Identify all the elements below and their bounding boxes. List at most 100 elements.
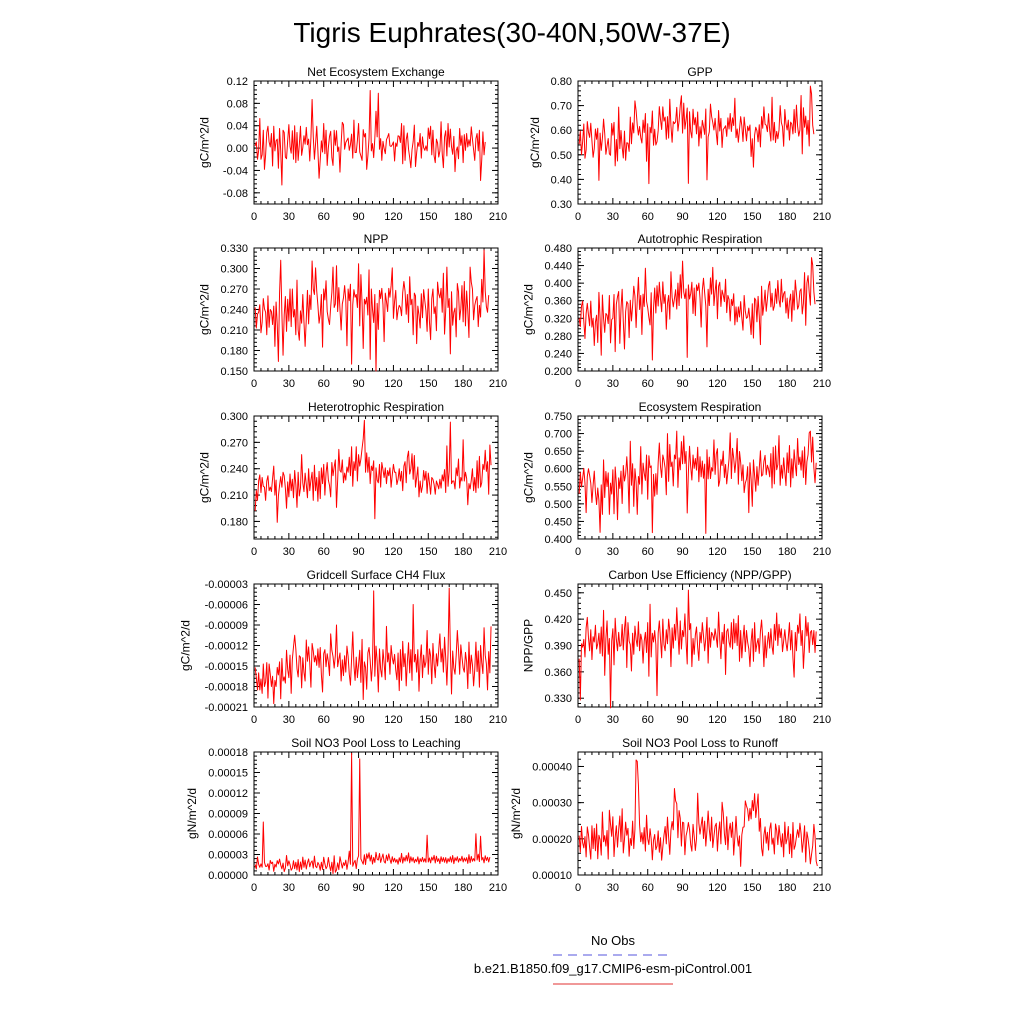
autotrophic-respiration-xtick-label: 120 xyxy=(708,378,726,390)
gpp-ytick-label: 0.50 xyxy=(551,150,572,162)
carbon-use-efficiency-npp-gpp-xtick-label: 210 xyxy=(813,714,831,726)
panel-carbon-use-efficiency-npp-gpp: Carbon Use Efficiency (NPP/GPP) 0 30 60 90 12… xyxy=(522,568,832,726)
soil-no3-pool-loss-to-runoff-xtick-label: 150 xyxy=(743,882,761,894)
npp-ytick-label: 0.270 xyxy=(220,284,248,296)
net-ecosystem-exchange-ytick-label: 0.00 xyxy=(227,143,248,155)
gridcell-surface-ch4-flux-xtick-label: 60 xyxy=(318,714,330,726)
gridcell-surface-ch4-flux-series-line xyxy=(254,587,492,705)
gridcell-surface-ch4-flux-xtick-label: 120 xyxy=(384,714,402,726)
carbon-use-efficiency-npp-gpp-ytick-label: 0.450 xyxy=(544,588,572,600)
npp-xtick-label: 60 xyxy=(318,378,330,390)
gpp-xtick-label: 60 xyxy=(642,211,654,223)
gpp-ytick-label: 0.70 xyxy=(551,101,572,113)
ecosystem-respiration-title: Ecosystem Respiration xyxy=(639,400,762,414)
autotrophic-respiration-ytick-label: 0.320 xyxy=(544,313,572,325)
soil-no3-pool-loss-to-leaching-xtick-label: 60 xyxy=(318,882,330,894)
soil-no3-pool-loss-to-leaching-xtick-label: 120 xyxy=(384,882,402,894)
soil-no3-pool-loss-to-runoff-frame xyxy=(577,751,823,876)
soil-no3-pool-loss-to-runoff-xtick-label: 120 xyxy=(708,882,726,894)
ecosystem-respiration-ytick-label: 0.750 xyxy=(544,411,572,423)
heterotrophic-respiration-xtick-label: 150 xyxy=(419,546,437,558)
panel-net-ecosystem-exchange: Net Ecosystem Exchange 0 30 60 90 120 150 180 21… xyxy=(198,65,508,223)
heterotrophic-respiration-xtick-label: 0 xyxy=(251,546,257,558)
gridcell-surface-ch4-flux-xtick-label: 90 xyxy=(352,714,364,726)
ecosystem-respiration-xtick-label: 0 xyxy=(575,546,581,558)
gridcell-surface-ch4-flux-ytick-label: -0.00018 xyxy=(205,682,248,694)
heterotrophic-respiration-ytick-label: 0.210 xyxy=(220,490,248,502)
net-ecosystem-exchange-ytick-label: -0.04 xyxy=(223,165,248,177)
heterotrophic-respiration-xtick-label: 60 xyxy=(318,546,330,558)
npp-xtick-label: 0 xyxy=(251,378,257,390)
panel-gridcell-surface-ch4-flux: Gridcell Surface CH4 Flux 0 30 60 90 120 150 18… xyxy=(179,568,508,726)
carbon-use-efficiency-npp-gpp-xtick-label: 180 xyxy=(778,714,796,726)
ecosystem-respiration-xtick-label: 60 xyxy=(642,546,654,558)
soil-no3-pool-loss-to-leaching-title: Soil NO3 Pool Loss to Leaching xyxy=(291,736,460,750)
soil-no3-pool-loss-to-runoff-ytick-label: 0.00020 xyxy=(532,834,572,846)
net-ecosystem-exchange-ylabel: gC/m^2/d xyxy=(198,117,212,168)
net-ecosystem-exchange-xtick-label: 180 xyxy=(454,211,472,223)
soil-no3-pool-loss-to-leaching-ytick-label: 0.00003 xyxy=(208,850,248,862)
autotrophic-respiration-xtick-label: 30 xyxy=(607,378,619,390)
legend-label-model: b.e21.B1850.f09_g17.CMIP6-esm-piControl.… xyxy=(474,961,752,976)
heterotrophic-respiration-xtick-label: 90 xyxy=(352,546,364,558)
autotrophic-respiration-ytick-label: 0.200 xyxy=(544,366,572,378)
heterotrophic-respiration-series-line xyxy=(254,419,492,523)
soil-no3-pool-loss-to-leaching-ylabel: gN/m^2/d xyxy=(185,788,199,839)
net-ecosystem-exchange-series-line xyxy=(254,90,486,186)
gpp-xtick-label: 90 xyxy=(676,211,688,223)
heterotrophic-respiration-title: Heterotrophic Respiration xyxy=(308,400,444,414)
soil-no3-pool-loss-to-runoff-xtick-label: 210 xyxy=(813,882,831,894)
npp-xtick-label: 90 xyxy=(352,378,364,390)
npp-ylabel: gC/m^2/d xyxy=(198,284,212,335)
carbon-use-efficiency-npp-gpp-ytick-label: 0.360 xyxy=(544,667,572,679)
soil-no3-pool-loss-to-leaching-ytick-label: 0.00012 xyxy=(208,788,248,800)
soil-no3-pool-loss-to-leaching-xtick-label: 180 xyxy=(454,882,472,894)
heterotrophic-respiration-xtick-label: 210 xyxy=(489,546,507,558)
gpp-xtick-label: 210 xyxy=(813,211,831,223)
ecosystem-respiration-ytick-label: 0.650 xyxy=(544,446,572,458)
soil-no3-pool-loss-to-runoff-ytick-label: 0.00030 xyxy=(532,798,572,810)
panel-autotrophic-respiration: Autotrophic Respiration 0 30 60 90 120 150 180 2… xyxy=(522,232,832,390)
soil-no3-pool-loss-to-runoff-ylabel: gN/m^2/d xyxy=(509,788,523,839)
autotrophic-respiration-frame xyxy=(577,247,823,372)
gridcell-surface-ch4-flux-ytick-label: -0.00006 xyxy=(205,600,248,612)
autotrophic-respiration-ylabel: gC/m^2/d xyxy=(522,284,536,335)
gpp-ytick-label: 0.30 xyxy=(551,199,572,211)
net-ecosystem-exchange-xtick-label: 150 xyxy=(419,211,437,223)
autotrophic-respiration-xtick-label: 60 xyxy=(642,378,654,390)
npp-title: NPP xyxy=(364,232,389,246)
soil-no3-pool-loss-to-leaching-xtick-label: 30 xyxy=(283,882,295,894)
carbon-use-efficiency-npp-gpp-title: Carbon Use Efficiency (NPP/GPP) xyxy=(608,568,791,582)
gridcell-surface-ch4-flux-xtick-label: 30 xyxy=(283,714,295,726)
figure-title: Tigris Euphrates(30-40N,50W-37E) xyxy=(293,17,730,48)
legend-label-no-obs: No Obs xyxy=(591,933,636,948)
net-ecosystem-exchange-ytick-label: 0.04 xyxy=(227,121,248,133)
autotrophic-respiration-ytick-label: 0.400 xyxy=(544,278,572,290)
gpp-xtick-label: 30 xyxy=(607,211,619,223)
gpp-xtick-label: 150 xyxy=(743,211,761,223)
gridcell-surface-ch4-flux-ytick-label: -0.00009 xyxy=(205,620,248,632)
soil-no3-pool-loss-to-runoff-xtick-label: 0 xyxy=(575,882,581,894)
soil-no3-pool-loss-to-leaching-ytick-label: 0.00015 xyxy=(208,768,248,780)
gpp-series-line xyxy=(578,85,815,185)
soil-no3-pool-loss-to-leaching-ytick-label: 0.00000 xyxy=(208,870,248,882)
panel-npp: NPP 0 30 60 90 120 150 180 210 0.150 0.180 0.210 0.2… xyxy=(198,232,508,390)
ecosystem-respiration-ytick-label: 0.400 xyxy=(544,534,572,546)
carbon-use-efficiency-npp-gpp-ytick-label: 0.390 xyxy=(544,641,572,653)
autotrophic-respiration-xtick-label: 210 xyxy=(813,378,831,390)
panel-soil-no3-pool-loss-to-runoff: Soil NO3 Pool Loss to Runoff 0 30 60 90 120 15… xyxy=(509,736,831,894)
net-ecosystem-exchange-ytick-label: 0.08 xyxy=(227,98,248,110)
autotrophic-respiration-ytick-label: 0.280 xyxy=(544,331,572,343)
panel-heterotrophic-respiration: Heterotrophic Respiration 0 30 60 90 120 150 18… xyxy=(198,400,508,558)
npp-xtick-label: 210 xyxy=(489,378,507,390)
gridcell-surface-ch4-flux-xtick-label: 180 xyxy=(454,714,472,726)
npp-ytick-label: 0.150 xyxy=(220,366,248,378)
soil-no3-pool-loss-to-leaching-ytick-label: 0.00018 xyxy=(208,747,248,759)
gridcell-surface-ch4-flux-ylabel: gC/m^2/d xyxy=(179,620,193,671)
gpp-ylabel: gC/m^2/d xyxy=(528,117,542,168)
autotrophic-respiration-ytick-label: 0.240 xyxy=(544,348,572,360)
npp-xtick-label: 120 xyxy=(384,378,402,390)
gpp-ytick-label: 0.40 xyxy=(551,174,572,186)
ecosystem-respiration-frame xyxy=(577,415,823,540)
net-ecosystem-exchange-xtick-label: 60 xyxy=(318,211,330,223)
